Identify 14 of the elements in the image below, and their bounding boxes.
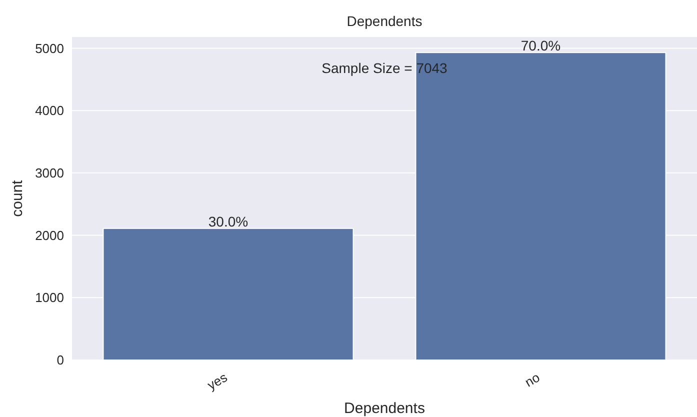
y-tick-label: 4000 [35, 103, 64, 118]
y-tick-label: 0 [56, 352, 64, 368]
x-tick-label: no [522, 370, 542, 390]
y-axis-title: count [9, 179, 26, 217]
y-tick-label: 3000 [35, 165, 64, 180]
annotation: 70.0% [520, 38, 561, 54]
chart-title: Dependents [346, 13, 422, 29]
annotation: 30.0% [208, 213, 248, 230]
y-tick-label: 1000 [35, 290, 64, 306]
y-tick-label: 2000 [35, 228, 64, 243]
x-tick-label: yes [204, 369, 230, 393]
annotation: Sample Size = 7043 [322, 60, 448, 76]
x-axis-title: Dependents [344, 400, 425, 417]
y-tick-label: 5000 [35, 40, 64, 56]
